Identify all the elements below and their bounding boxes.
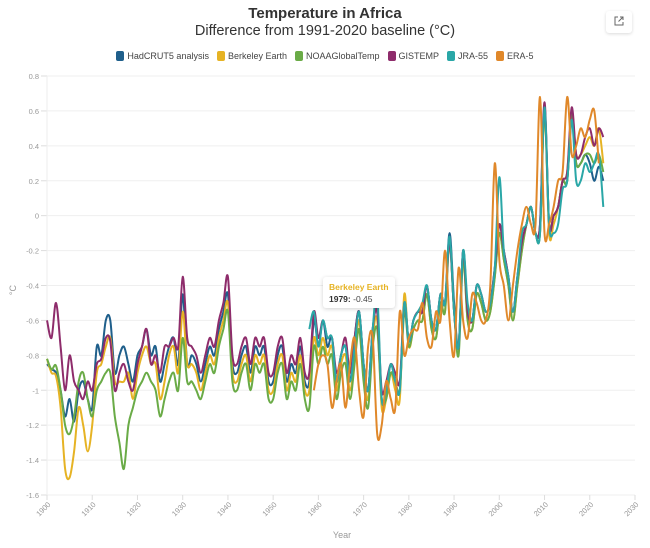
legend-label: ERA-5: [507, 51, 534, 61]
x-axis-title: Year: [333, 530, 351, 540]
legend-item[interactable]: HadCRUT5 analysis: [116, 51, 209, 61]
legend: HadCRUT5 analysis Berkeley Earth NOAAGloba…: [0, 51, 650, 61]
tooltip-year: 1979:: [329, 294, 351, 304]
legend-swatch: [387, 51, 396, 61]
x-tick-label: 1920: [125, 500, 143, 518]
legend-swatch: [496, 51, 505, 61]
tooltip-series-name: Berkeley Earth: [329, 282, 389, 292]
legend-swatch: [116, 51, 125, 61]
legend-label: JRA-55: [458, 51, 489, 61]
legend-swatch: [216, 51, 225, 61]
y-tick-label: 0.2: [29, 177, 39, 186]
y-tick-label: 0.8: [29, 72, 39, 81]
x-tick-label: 2010: [532, 500, 550, 518]
legend-label: NOAAGlobalTemp: [305, 51, 380, 61]
y-tick-label: -0.6: [26, 316, 39, 325]
series-line-era-5[interactable]: [312, 95, 600, 441]
series-line-jra-55[interactable]: [308, 106, 605, 407]
tooltip-value: -0.45: [353, 294, 373, 304]
x-tick-label: 1970: [351, 500, 369, 518]
chart-title: Temperature in Africa: [248, 5, 402, 22]
x-tick-label: 1940: [215, 500, 233, 518]
legend-label: GISTEMP: [398, 51, 440, 61]
y-axis: 0.8 0.6 0.4 0.2 0 -0.2 -0.4 -0.6 -0.8 -1 -1.2 -1.4 -…: [26, 72, 39, 500]
y-tick-label: -1.6: [26, 491, 39, 500]
legend-item[interactable]: GISTEMP: [387, 51, 440, 61]
x-tick-label: 1900: [34, 500, 52, 518]
legend-swatch: [447, 51, 456, 61]
y-tick-label: -0.4: [26, 282, 39, 291]
y-tick-label: -1.2: [26, 421, 39, 430]
x-tick-label: 1950: [260, 500, 278, 518]
legend-item[interactable]: JRA-55: [447, 51, 488, 61]
x-tick-label: 2000: [487, 500, 505, 518]
y-tick-label: -1.4: [26, 456, 39, 465]
external-link-icon: [614, 13, 624, 31]
x-tick-label: 1990: [441, 500, 459, 518]
x-tick-label: 2030: [622, 500, 640, 518]
x-tick-label: 2020: [577, 500, 595, 518]
legend-item[interactable]: NOAAGlobalTemp: [294, 51, 380, 61]
legend-item[interactable]: ERA-5: [496, 51, 534, 61]
y-axis-title: °C: [8, 284, 18, 295]
y-tick-label: -0.2: [26, 247, 39, 256]
series-lines: [46, 95, 605, 481]
x-tick-label: 1960: [306, 500, 324, 518]
y-tick-label: 0: [35, 212, 39, 221]
x-tick-label: 1980: [396, 500, 414, 518]
tooltip: Berkeley Earth 1979: -0.45: [323, 277, 395, 308]
x-axis: 1900 1910 1920 1930 1940 1950 1960 1970 1980 1990…: [34, 495, 640, 518]
x-tick-label: 1910: [79, 500, 97, 518]
legend-label: HadCRUT5 analysis: [127, 51, 209, 61]
chart-subtitle: Difference from 1991-2020 baseline (°C): [194, 23, 456, 39]
x-tick-label: 1930: [170, 500, 188, 518]
export-button[interactable]: [606, 11, 632, 33]
y-tick-label: 0.6: [29, 107, 39, 116]
y-tick-label: 0.4: [29, 142, 39, 151]
legend-item[interactable]: Berkeley Earth: [216, 51, 287, 61]
y-tick-label: -1: [32, 386, 39, 395]
legend-label: Berkeley Earth: [227, 51, 287, 61]
legend-swatch: [294, 51, 303, 61]
y-tick-label: -0.8: [26, 351, 39, 360]
